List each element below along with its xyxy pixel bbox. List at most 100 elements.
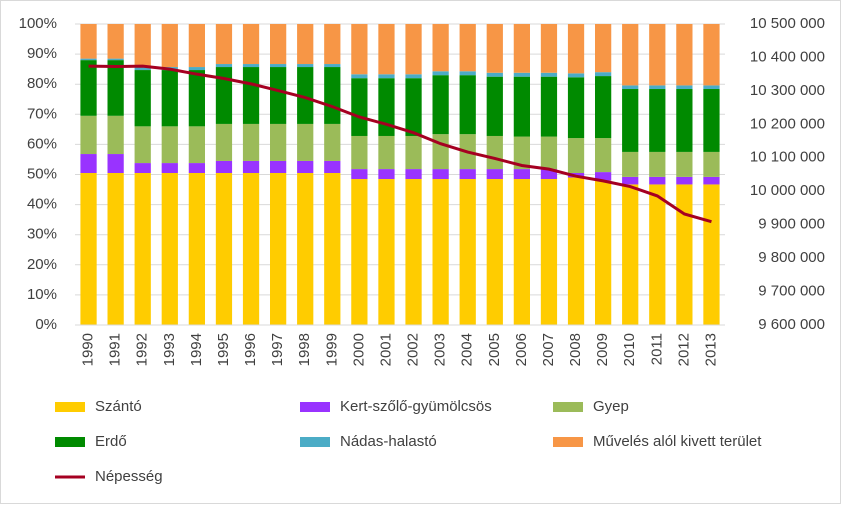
bar-segment bbox=[161, 172, 178, 325]
bar-segment bbox=[567, 24, 585, 74]
bar-segment bbox=[513, 24, 530, 73]
bar-segment bbox=[378, 78, 395, 136]
bar-segment bbox=[567, 77, 585, 139]
bar-segment bbox=[107, 60, 124, 116]
bar-segment bbox=[297, 67, 314, 124]
bar-segment bbox=[161, 126, 178, 164]
bar-segment bbox=[297, 64, 314, 68]
y-tick-label: 20% bbox=[27, 256, 57, 273]
x-tick-label: 1996 bbox=[242, 333, 259, 366]
bar-segment bbox=[107, 154, 124, 173]
bar-segment bbox=[567, 177, 585, 325]
bar-segment bbox=[297, 160, 314, 173]
bar-segment bbox=[242, 64, 260, 68]
x-tick-label: 2008 bbox=[567, 333, 584, 366]
bar-segment bbox=[161, 70, 178, 127]
bar-segment bbox=[486, 179, 503, 325]
bar-segment bbox=[459, 169, 476, 180]
bar-segment bbox=[703, 24, 720, 86]
bar-segment bbox=[134, 67, 151, 71]
legend-label: Gyep bbox=[593, 398, 629, 415]
legend-label: Nádas-halastó bbox=[340, 433, 437, 450]
bar-segment bbox=[676, 184, 693, 325]
y2-tick-label: 9 700 000 bbox=[758, 283, 825, 300]
bar-segment bbox=[486, 24, 503, 73]
bar-segment bbox=[161, 24, 178, 68]
bar-segment bbox=[405, 179, 422, 325]
y2-tick-label: 9 600 000 bbox=[758, 316, 825, 333]
x-tick-label: 2006 bbox=[513, 333, 530, 366]
y-tick-label: 10% bbox=[27, 286, 57, 303]
bar-segment bbox=[80, 58, 97, 61]
bar-segment bbox=[270, 123, 287, 161]
bar-segment bbox=[595, 72, 612, 77]
bar-segment bbox=[540, 179, 558, 325]
bar-segment bbox=[215, 123, 233, 161]
bar-segment bbox=[486, 169, 503, 180]
bar-segment bbox=[134, 172, 151, 325]
bar-segment bbox=[297, 123, 314, 161]
bar-segment bbox=[80, 24, 97, 59]
bar-segment bbox=[676, 24, 693, 86]
bar-segment bbox=[540, 72, 558, 77]
bar-segment bbox=[324, 24, 341, 65]
bar-segment bbox=[703, 151, 720, 177]
bar-segment bbox=[540, 24, 558, 73]
legend-swatch bbox=[55, 402, 85, 412]
bar-segment bbox=[486, 135, 503, 170]
bar-segment bbox=[351, 74, 368, 79]
legend-label: Kert-szőlő-gyümölcsös bbox=[340, 398, 492, 415]
x-tick-label: 2013 bbox=[702, 333, 719, 366]
bar-segment bbox=[622, 89, 639, 152]
bar-segment bbox=[378, 169, 395, 180]
bar-segment bbox=[595, 180, 612, 325]
bar-segment bbox=[432, 169, 449, 180]
y2-tick-label: 10 200 000 bbox=[750, 115, 825, 132]
bar-segment bbox=[188, 126, 205, 164]
y-tick-label: 40% bbox=[27, 196, 57, 213]
bar-segment bbox=[80, 154, 97, 173]
y-tick-label: 100% bbox=[19, 15, 57, 32]
bar-segment bbox=[270, 160, 287, 173]
bar-segment bbox=[107, 115, 124, 155]
bar-segment bbox=[351, 169, 368, 180]
bar-segment bbox=[378, 179, 395, 325]
bar-segment bbox=[622, 184, 639, 325]
bar-segment bbox=[649, 89, 666, 152]
bar-segment bbox=[324, 67, 341, 124]
legend-swatch bbox=[300, 437, 330, 447]
y2-tick-label: 10 100 000 bbox=[750, 149, 825, 166]
bar-segment bbox=[567, 73, 585, 78]
bar-segment bbox=[595, 24, 612, 73]
x-tick-label: 2007 bbox=[540, 333, 557, 366]
x-tick-label: 2004 bbox=[459, 333, 476, 366]
x-tick-label: 2005 bbox=[486, 333, 503, 366]
bar-segment bbox=[297, 172, 314, 325]
y-tick-label: 0% bbox=[35, 316, 57, 333]
bar-segment bbox=[188, 67, 205, 71]
bar-segment bbox=[80, 60, 97, 116]
bar-segment bbox=[161, 163, 178, 173]
bar-segment bbox=[459, 71, 476, 76]
bar-segment bbox=[405, 24, 422, 75]
y2-tick-label: 10 000 000 bbox=[750, 182, 825, 199]
legend-swatch bbox=[553, 402, 583, 412]
bar-segment bbox=[649, 85, 666, 90]
x-tick-label: 1998 bbox=[296, 333, 313, 366]
bar-segment bbox=[351, 179, 368, 325]
bar-segment bbox=[378, 135, 395, 170]
y-tick-label: 30% bbox=[27, 226, 57, 243]
bar-segment bbox=[486, 72, 503, 77]
bar-segment bbox=[188, 24, 205, 68]
bar-segment bbox=[432, 179, 449, 325]
x-tick-label: 2001 bbox=[377, 333, 394, 366]
bar-segment bbox=[215, 160, 233, 173]
bar-segment bbox=[622, 151, 639, 177]
bar-segment bbox=[649, 151, 666, 177]
bar-segment bbox=[703, 184, 720, 325]
bar-segment bbox=[513, 179, 530, 325]
bar-segment bbox=[188, 172, 205, 325]
y-tick-label: 90% bbox=[27, 45, 57, 62]
y-tick-label: 60% bbox=[27, 135, 57, 152]
